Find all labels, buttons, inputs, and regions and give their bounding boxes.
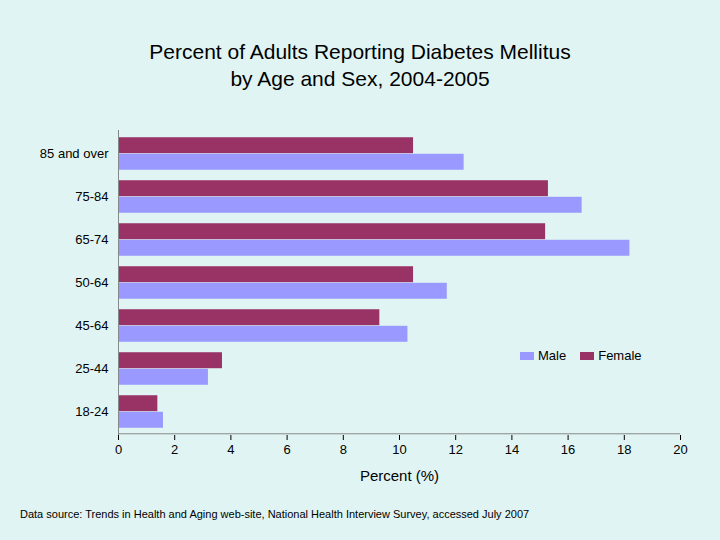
- svg-text:4: 4: [227, 442, 234, 457]
- svg-text:2: 2: [171, 442, 178, 457]
- svg-text:12: 12: [448, 442, 462, 457]
- svg-text:85 and over: 85 and over: [40, 146, 109, 161]
- svg-text:6: 6: [283, 442, 290, 457]
- svg-text:8: 8: [340, 442, 347, 457]
- html-text:Female: Female: [598, 348, 642, 363]
- svg-text:65-74: 65-74: [75, 232, 108, 247]
- svg-text:75-84: 75-84: [75, 189, 108, 204]
- svg-text:18: 18: [617, 442, 631, 457]
- html-text:Percent of Adults Reporting Di: Percent of Adults Reporting Diabetes Mel…: [149, 40, 571, 90]
- svg-text:14: 14: [505, 442, 519, 457]
- svg-text:Percent (%): Percent (%): [360, 467, 439, 484]
- svg-text:45-64: 45-64: [75, 318, 108, 333]
- svg-text:0: 0: [115, 442, 122, 457]
- svg-text:20: 20: [673, 442, 687, 457]
- svg-text:18-24: 18-24: [75, 404, 108, 419]
- svg-text:50-64: 50-64: [75, 275, 108, 290]
- svg-text:10: 10: [392, 442, 406, 457]
- svg-text:16: 16: [561, 442, 575, 457]
- html-text:Data source: Trends in Health: Data source: Trends in Health and Aging …: [20, 508, 530, 520]
- html-text:Male: Male: [538, 348, 567, 363]
- svg-text:25-44: 25-44: [75, 361, 108, 376]
